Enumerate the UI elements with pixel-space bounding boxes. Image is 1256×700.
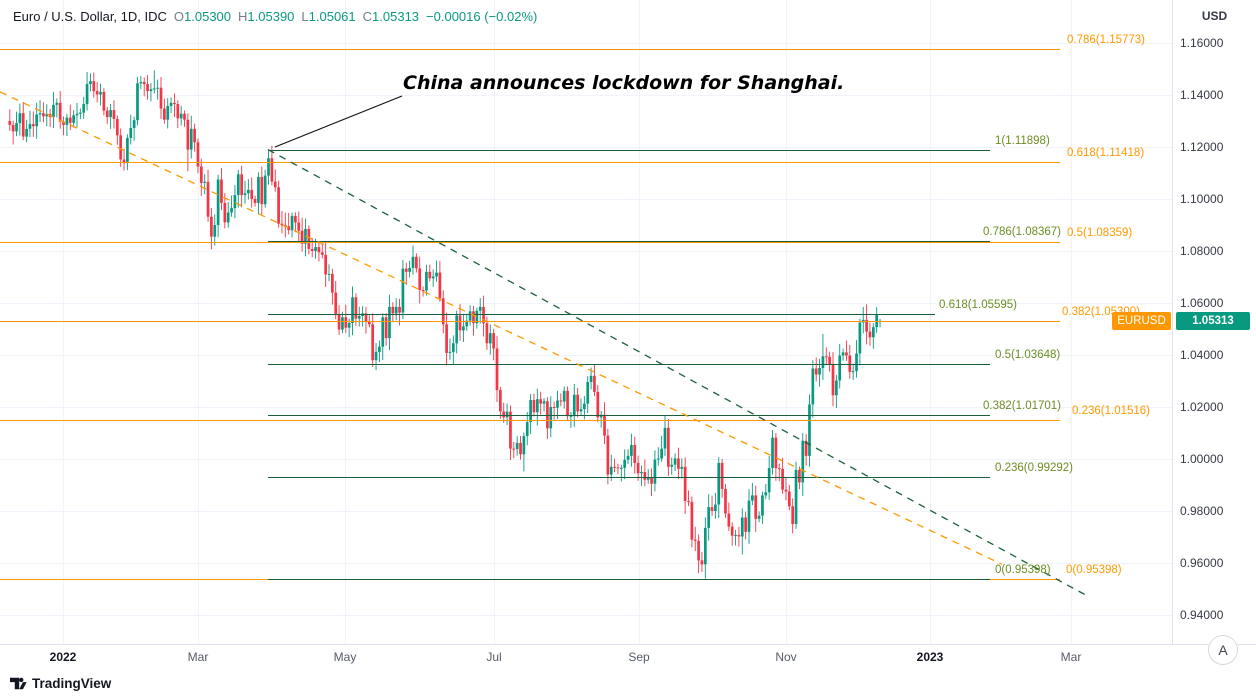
close-label: C xyxy=(362,9,373,24)
high-value: 1.05390 xyxy=(247,9,295,24)
high-label: H xyxy=(238,9,248,24)
ohlc-readout: O1.05300 H1.05390 L1.05061 C1.05313 −0.00016… xyxy=(167,9,537,24)
time-axis[interactable]: 2022 Mar May Jul Sep Nov 2023 Mar xyxy=(0,645,1256,672)
open-label: O xyxy=(173,9,185,24)
time-axis-label: Jul xyxy=(486,650,502,664)
annotation-text[interactable]: China announces lockdown for Shanghai. xyxy=(403,72,845,94)
price-axis-label: 1.12000 xyxy=(1180,140,1224,154)
price-axis-label: 0.96000 xyxy=(1180,556,1224,570)
price-axis-label: 1.02000 xyxy=(1180,400,1224,414)
price-axis-label: 0.98000 xyxy=(1180,504,1224,518)
time-axis-border xyxy=(0,644,1256,645)
time-axis-label: 2023 xyxy=(916,650,944,664)
low-value: 1.05061 xyxy=(308,9,356,24)
current-price-badge: 1.05313 xyxy=(1176,311,1250,330)
time-axis-label: 2022 xyxy=(49,650,77,664)
axis-font-settings-button[interactable]: A xyxy=(1208,635,1238,665)
change-value: −0.00016 (−0.02%) xyxy=(426,9,538,24)
time-axis-label: May xyxy=(333,650,357,664)
price-axis-label: 1.14000 xyxy=(1180,88,1224,102)
tradingview-logo-icon xyxy=(10,677,27,690)
time-axis-label: Nov xyxy=(775,650,797,664)
open-value: 1.05300 xyxy=(184,9,232,24)
footer-bar: TradingView xyxy=(10,676,111,691)
price-axis-label: 0.94000 xyxy=(1180,608,1224,622)
price-axis-label: 1.08000 xyxy=(1180,244,1224,258)
symbol-title[interactable]: Euro / U.S. Dollar, 1D, IDC xyxy=(13,9,167,24)
price-axis-label: 1.06000 xyxy=(1180,296,1224,310)
price-axis-label: 1.00000 xyxy=(1180,452,1224,466)
symbol-price-badge: EURUSD xyxy=(1112,311,1171,330)
price-axis-label: 1.10000 xyxy=(1180,192,1224,206)
price-axis-border xyxy=(1172,0,1173,672)
price-chart-canvas[interactable] xyxy=(0,0,1172,644)
time-axis-label: Mar xyxy=(1060,650,1082,664)
chart-legend: Euro / U.S. Dollar, 1D, IDC O1.05300 H1.05… xyxy=(13,9,537,24)
price-axis-label: 1.04000 xyxy=(1180,348,1224,362)
time-axis-label: Mar xyxy=(187,650,209,664)
price-axis-label: 1.16000 xyxy=(1180,36,1224,50)
close-value: 1.05313 xyxy=(372,9,420,24)
tradingview-brand-link[interactable]: TradingView xyxy=(32,676,112,691)
low-label: L xyxy=(301,9,309,24)
currency-label: USD xyxy=(1201,9,1228,23)
time-axis-label: Sep xyxy=(628,650,650,664)
